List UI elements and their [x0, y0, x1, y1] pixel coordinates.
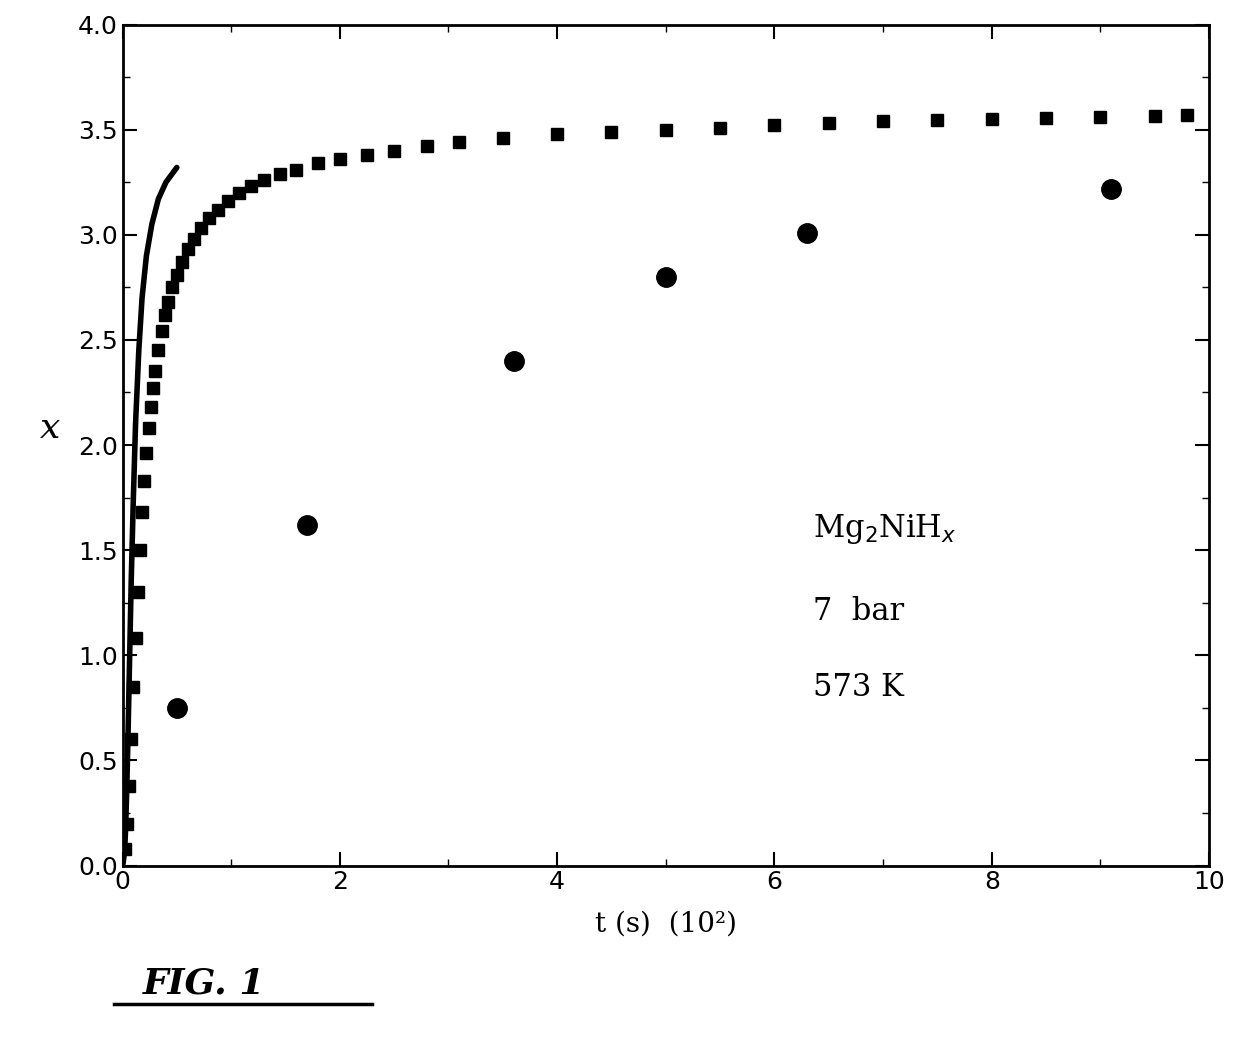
Text: 7  bar: 7 bar [812, 596, 904, 627]
Text: 573 K: 573 K [812, 672, 904, 703]
Text: Mg$_2$NiH$_x$: Mg$_2$NiH$_x$ [812, 513, 956, 546]
Y-axis label: x: x [40, 411, 61, 445]
X-axis label: t (s)  (10²): t (s) (10²) [595, 911, 737, 938]
Text: FIG. 1: FIG. 1 [143, 967, 265, 1001]
